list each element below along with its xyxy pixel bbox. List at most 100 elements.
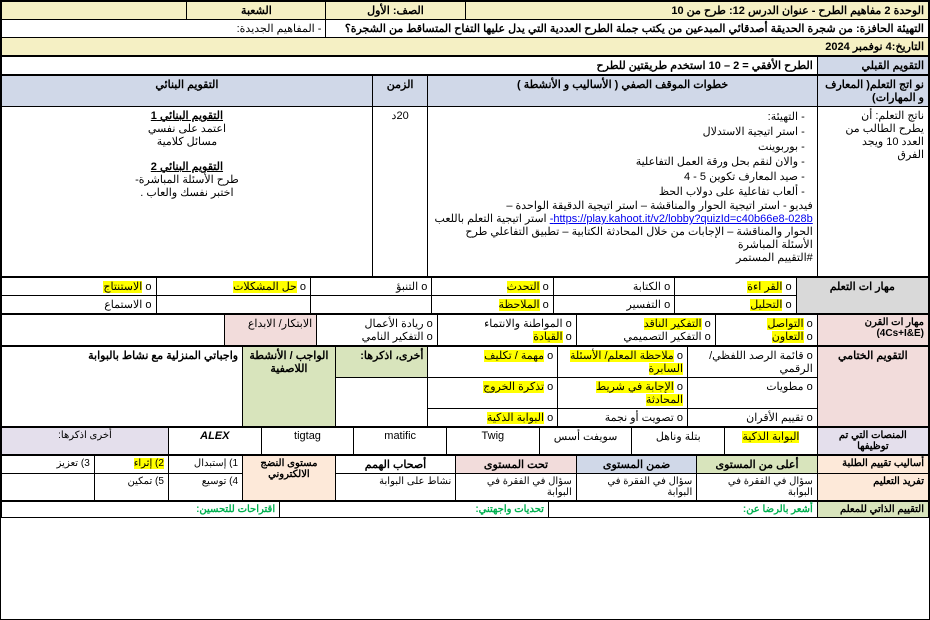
cskill: o المواطنة والانتماءo القيادة <box>437 315 576 346</box>
closing-item: o ملاحظة المعلم/ الأسئلة السابرة <box>558 347 688 378</box>
kahoot-label: استر اتيجية التعلم باللعب <box>435 213 547 225</box>
maturity: 1) إستبدال <box>168 456 242 474</box>
skill <box>156 296 310 314</box>
platforms-label: المنصات التي تم توظيفها <box>817 428 928 455</box>
pre-assess-label: التقويم القبلي <box>817 57 928 75</box>
skill: o الاستماع <box>2 296 157 314</box>
outcome-line: يطرح الطالب من <box>822 122 924 135</box>
level-h: أصحاب الهمم <box>335 456 456 474</box>
formative-text: طرح الأسئلة المباشرة- <box>6 173 368 186</box>
closing-table: التقويم الختامي o قائمة الرصد اللفظي/الر… <box>1 346 929 427</box>
platforms-table: المنصات التي تم توظيفها البوابة الذكية ب… <box>1 427 929 455</box>
formative-text: مسائل كلامية <box>6 135 368 148</box>
kahoot-link[interactable]: https://play.kahoot.it/v2/lobby?quizId=c… <box>550 213 813 225</box>
time-cell: 20د <box>372 107 428 277</box>
maturity: 2) إثراء <box>94 456 168 474</box>
step-item: والان لنقم بحل ورقة العمل التفاعلية <box>432 154 804 169</box>
platform: matific <box>354 428 447 455</box>
ending-line: الحوار والمناقشة – الإجابات من خلال المح… <box>432 225 812 251</box>
formative-h1: التقويم البنائي 1 <box>6 109 368 122</box>
closing-item: o تقييم الأقران <box>688 409 818 427</box>
section: الشعبة <box>187 2 326 20</box>
level-h: تحت المستوى <box>456 456 577 474</box>
platform: بتلة وناهل <box>632 428 725 455</box>
level-text: سؤال في الفقرة في البوابة <box>456 474 577 501</box>
self-3: اقتراحات للتحسين: <box>2 502 280 518</box>
header-table: الوحدة 2 مفاهيم الطرح - عنوان الدرس 12: … <box>1 1 929 56</box>
outcome-line: الفرق <box>822 148 924 161</box>
steps-cell: التهيئة: استر اتيجية الاستدلال بوربوينت … <box>428 107 817 277</box>
cskill: o التفكير الناقدo التفكير التصميمي <box>576 315 715 346</box>
time-label: الزمن <box>372 76 428 107</box>
self-eval-table: التقييم الذاتي للمعلم أشعر بالرضا عن: تح… <box>1 501 929 518</box>
outcomes-label: نو اتج التعلم( المعارف و المهارات) <box>817 76 928 107</box>
platform: tigtag <box>261 428 354 455</box>
section-value <box>2 2 187 20</box>
cskill: o التواصلo التعاون <box>715 315 817 346</box>
skill: o القر اءة <box>675 278 796 296</box>
skills-table: مهار ات التعلم o القر اءة o الكتابة o ال… <box>1 277 929 314</box>
closing-item: o قائمة الرصد اللفظي/الرقمي <box>688 347 818 378</box>
skill: o الاستنتاج <box>2 278 157 296</box>
unit-title: الوحدة 2 مفاهيم الطرح - عنوان الدرس 12: … <box>465 2 929 20</box>
closing-item: o تذكرة الخروج <box>428 378 558 409</box>
kahoot-line: https://play.kahoot.it/v2/lobby?quizId=c… <box>432 212 812 225</box>
platform: سويفت أسس <box>539 428 632 455</box>
main-content: نو اتج التعلم( المعارف و المهارات) خطوات… <box>1 75 929 277</box>
diff-label: تفريد التعليم <box>817 474 928 501</box>
platform: البوابة الذكية <box>725 428 818 455</box>
formative-text: اعتمد على نفسي <box>6 122 368 135</box>
step-item: صيد المعارف تكوين 5 - 4 <box>432 169 804 184</box>
skill <box>311 296 432 314</box>
skill: o حل المشكلات <box>156 278 310 296</box>
platform: ALEX <box>168 428 261 455</box>
platform-other: أخرى اذكرها: <box>2 428 169 455</box>
assess-label: أساليب تقييم الطلبة <box>817 456 928 474</box>
skill: o التحدث <box>432 278 553 296</box>
formative-text: اختبر نفسك والعاب . <box>6 186 368 199</box>
grade: الصف: الأول <box>326 2 465 20</box>
closing-label: التقويم الختامي <box>817 347 928 427</box>
hw-text: واجباتي المنزلية مع نشاط بالبوابة <box>2 347 243 427</box>
skill: o التنبؤ <box>311 278 432 296</box>
step-item: بوربوينت <box>432 139 804 154</box>
skill: o التفسير <box>553 296 674 314</box>
hw-label: الواجب / الأنشطة اللاصفية <box>243 347 336 427</box>
level-text: نشاط على البوابة <box>335 474 456 501</box>
preassess-table: التقويم القبلي الطرح الأفقي = 2 – 10 است… <box>1 56 929 75</box>
closing-item: o مهمة / تكليف <box>428 347 558 378</box>
self-2: تحديات واجهتني: <box>280 502 549 518</box>
other-label: أخرى، اذكرها: <box>335 347 428 378</box>
closing-item: o الإجابة في شريط المحادثة <box>558 378 688 409</box>
cskill-empty <box>2 315 225 346</box>
formative-label: التقويم البنائي <box>2 76 373 107</box>
century-table: مهار ات القرن (4Cs+I&E) o التواصلo التعا… <box>1 314 929 346</box>
date: التاريخ:4 نوفمبر 2024 <box>2 38 929 56</box>
outcome-line: العدد 10 ويجد <box>822 135 924 148</box>
skills-label: مهار ات التعلم <box>796 278 928 314</box>
diff-table: أساليب تقييم الطلبة أعلى من المستوى ضمن … <box>1 455 929 501</box>
closing-item: o تصويت أو نجمة <box>558 409 688 427</box>
self-label: التقييم الذاتي للمعلم <box>817 502 928 518</box>
video-line: فيديو - استر اتيجية الحوار والمناقشة – ا… <box>432 199 812 212</box>
level-h: أعلى من المستوى <box>697 456 818 474</box>
other-empty <box>335 378 428 427</box>
skill: o التحليل <box>675 296 796 314</box>
maturity: 5) تمكين <box>94 474 168 501</box>
new-concepts: - المفاهيم الجديدة: <box>2 20 326 38</box>
step-item: التهيئة: <box>432 109 804 124</box>
outcomes-cell: ناتج التعلم: أن يطرح الطالب من العدد 10 … <box>817 107 928 277</box>
level-text: سؤال في الفقرة في البوابة <box>576 474 697 501</box>
maturity: 4) توسيع <box>168 474 242 501</box>
cskill: الابتكار/ الابداع <box>224 315 317 346</box>
step-item: استر اتيجية الاستدلال <box>432 124 804 139</box>
horizontal-subtract: الطرح الأفقي = 2 – 10 استخدم طريقتين للط… <box>2 57 818 75</box>
hash-line: #التقييم المستمر <box>432 251 812 264</box>
formative-cell: التقويم البنائي 1 اعتمد على نفسي مسائل ك… <box>2 107 373 277</box>
skill: o الكتابة <box>553 278 674 296</box>
step-item: ألعاب تفاعلية على دولاب الحظ <box>432 184 804 199</box>
closing-item: o مطويات <box>688 378 818 409</box>
century-label: مهار ات القرن (4Cs+I&E) <box>817 315 928 346</box>
maturity-label: مستوى النضج الالكتروني <box>243 456 336 501</box>
level-text: سؤال في الفقرة في البوابة <box>697 474 818 501</box>
